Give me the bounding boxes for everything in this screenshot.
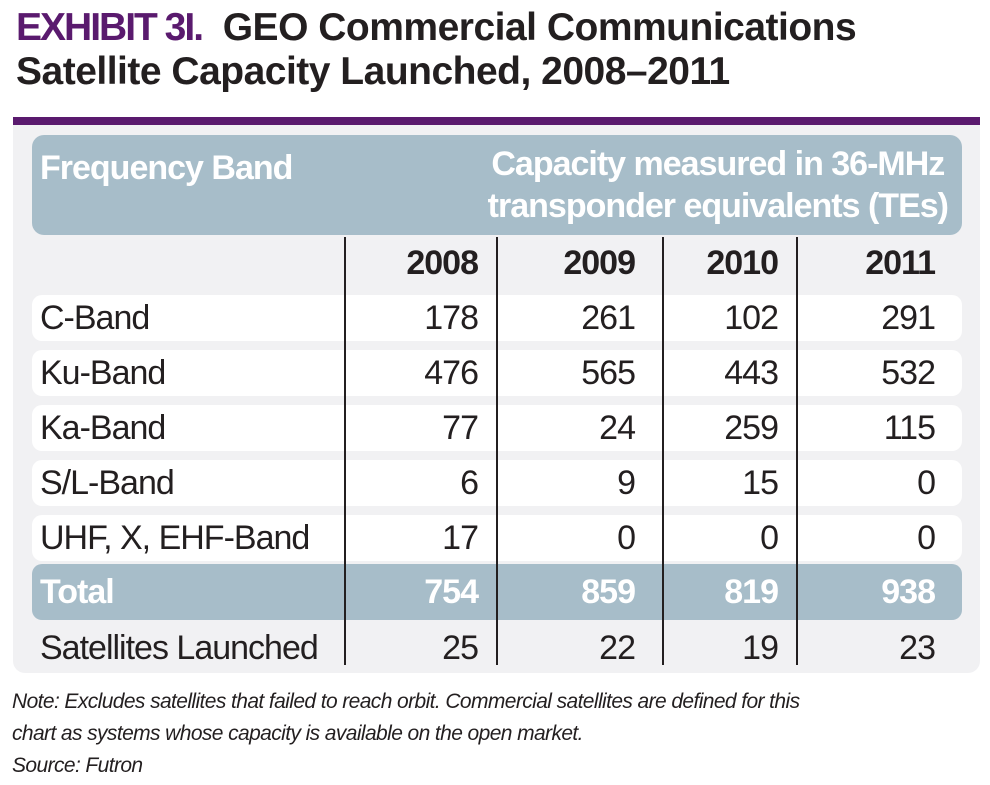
- note: Note: Excludes satellites that failed to…: [12, 686, 800, 782]
- column-divider: [662, 237, 664, 665]
- header-capacity: Capacity measured in 36-MHz transponder …: [487, 143, 949, 227]
- cell-value: 23: [899, 629, 936, 667]
- title-line-2: Satellite Capacity Launched, 2008–2011: [16, 50, 730, 93]
- cell-value: 0: [760, 519, 779, 557]
- cell-value: 819: [724, 573, 779, 611]
- cell-value: 6: [460, 464, 479, 502]
- satellites-row: Satellites Launched 25 22 19 23: [32, 625, 962, 671]
- header-frequency-band: Frequency Band: [40, 149, 293, 187]
- table-header: Frequency Band Capacity measured in 36-M…: [32, 135, 962, 235]
- row-label: Ku-Band: [40, 354, 166, 392]
- cell-value: 476: [424, 354, 479, 392]
- cell-value: 859: [581, 573, 636, 611]
- row-label: C-Band: [40, 299, 150, 337]
- cell-value: 9: [617, 464, 636, 502]
- cell-value: 261: [581, 299, 636, 337]
- header-capacity-line-2: transponder equivalents (TEs): [487, 187, 949, 225]
- column-divider: [796, 237, 798, 665]
- cell-value: 754: [424, 573, 479, 611]
- cell-value: 15: [742, 464, 779, 502]
- cell-value: 2009: [563, 244, 636, 282]
- cell-value: 178: [424, 299, 479, 337]
- cell-value: 938: [881, 573, 936, 611]
- title-rule: [13, 117, 980, 125]
- row-label: Satellites Launched: [40, 629, 319, 667]
- row-label: Ka-Band: [40, 409, 166, 447]
- header-capacity-line-1: Capacity measured in 36-MHz: [491, 145, 945, 183]
- note-line-1: Note: Excludes satellites that failed to…: [12, 690, 800, 713]
- cell-value: 532: [881, 354, 936, 392]
- exhibit-number: EXHIBIT 3I.: [16, 6, 204, 49]
- cell-value: 0: [617, 519, 636, 557]
- cell-value: 2010: [706, 244, 779, 282]
- cell-value: 2008: [406, 244, 479, 282]
- year-header-row: 2008 2009 2010 2011: [32, 240, 962, 286]
- cell-value: 565: [581, 354, 636, 392]
- cell-value: 0: [917, 464, 936, 502]
- note-line-2: chart as systems whose capacity is avail…: [12, 722, 584, 745]
- row-label: S/L-Band: [40, 464, 175, 502]
- source: Source: Futron: [12, 754, 143, 777]
- title-line-1: GEO Commercial Communications: [222, 6, 857, 49]
- row-label: Total: [40, 573, 115, 611]
- cell-value: 19: [742, 629, 779, 667]
- cell-value: 2011: [865, 244, 936, 282]
- column-divider: [496, 237, 498, 665]
- cell-value: 22: [599, 629, 636, 667]
- cell-value: 25: [442, 629, 479, 667]
- exhibit-title: EXHIBIT 3I. GEO Commercial Communication…: [16, 6, 857, 94]
- column-divider: [344, 237, 346, 665]
- cell-value: 102: [724, 299, 779, 337]
- cell-value: 17: [442, 519, 479, 557]
- cell-value: 77: [442, 409, 479, 447]
- cell-value: 291: [881, 299, 936, 337]
- cell-value: 24: [599, 409, 636, 447]
- cell-value: 259: [724, 409, 779, 447]
- row-label: UHF, X, EHF-Band: [40, 519, 310, 557]
- cell-value: 115: [883, 409, 936, 447]
- cell-value: 0: [917, 519, 936, 557]
- cell-value: 443: [724, 354, 779, 392]
